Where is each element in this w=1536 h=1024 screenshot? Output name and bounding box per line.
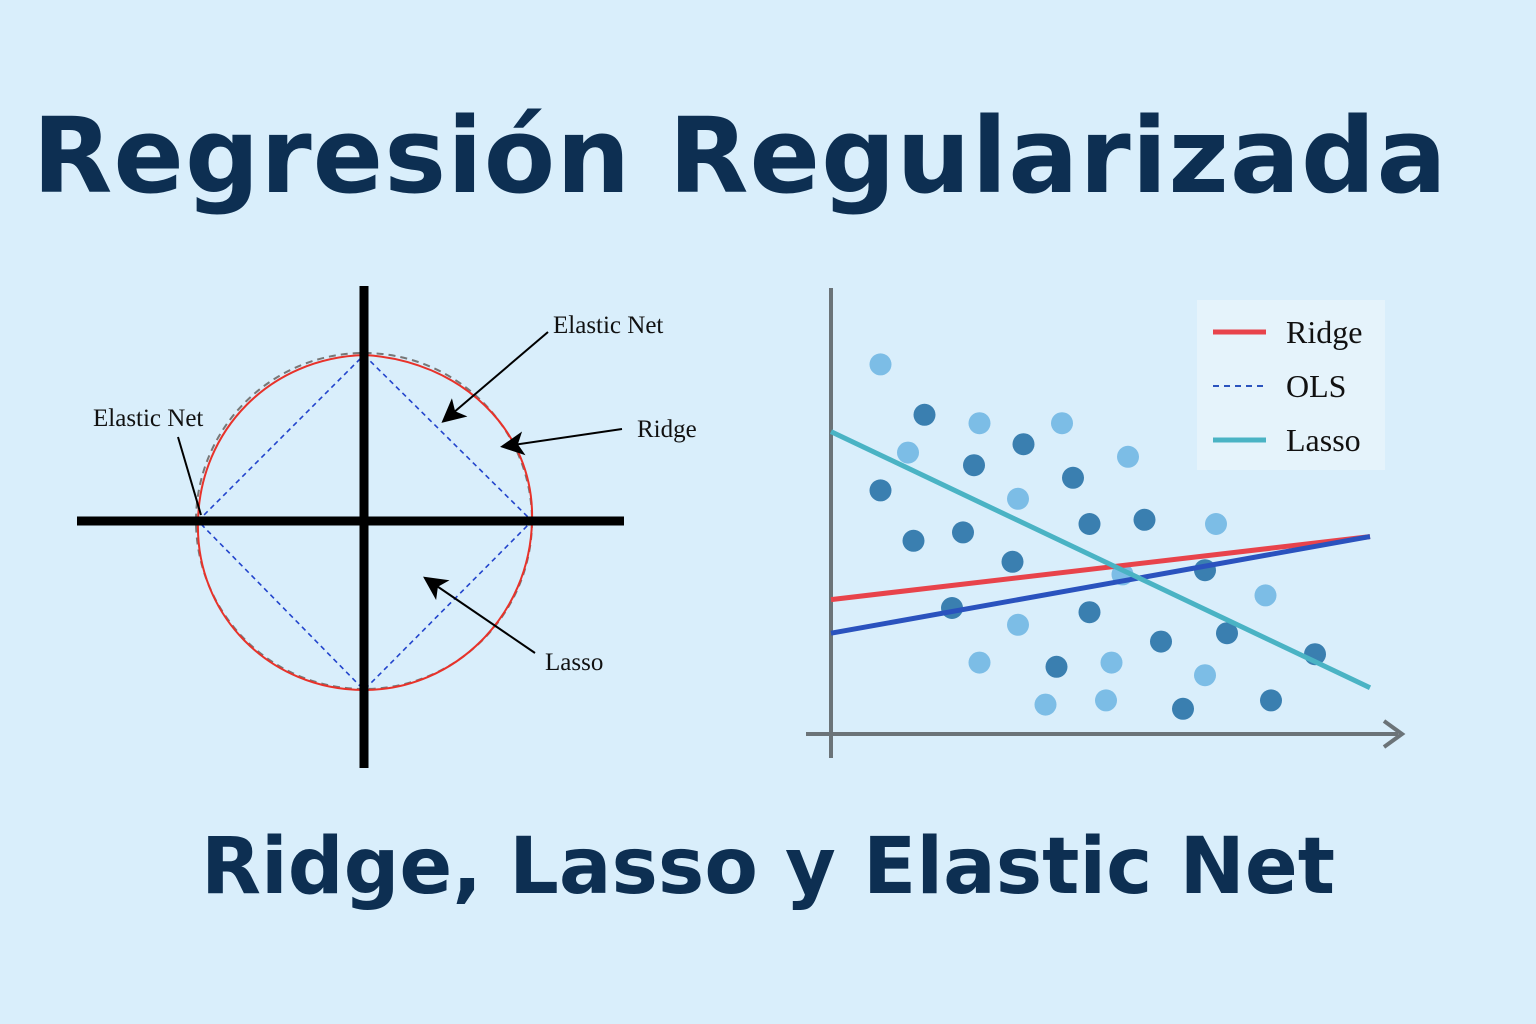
data-point [902,529,925,552]
data-point [913,403,936,426]
data-point [968,651,991,674]
data-point [1095,689,1117,712]
data-point [1001,550,1024,573]
data-point [897,441,919,464]
label-lasso: Lasso [545,649,603,676]
data-point [1260,689,1282,712]
data-point [1007,613,1029,636]
line-ols [830,534,1371,636]
label-elastic-net-top: Elastic Net [553,312,663,339]
lasso-diamond [196,353,534,692]
data-point [1078,513,1101,535]
page-subtitle: Ridge, Lasso y Elastic Net [200,822,1336,912]
data-point [1254,584,1277,607]
label-elastic-net-left: Elastic Net [93,405,203,432]
data-point [1100,651,1123,674]
ridge-arrow [500,428,623,456]
elastic-net-arrow [441,331,549,423]
line-lasso [829,429,1372,691]
legend-label-ols: OLS [1286,368,1346,404]
data-point [952,521,974,544]
lasso-arrow [423,576,536,654]
data-point [1216,622,1238,645]
label-ridge: Ridge [637,416,697,443]
data-point [963,454,985,477]
legend-label-ridge: Ridge [1286,314,1362,350]
data-point [1007,487,1029,510]
data-point [1051,412,1073,435]
data-point [1117,445,1139,468]
data-point [1172,697,1194,720]
data-point [1133,508,1156,531]
data-point [968,412,991,435]
data-point [1062,466,1084,489]
data-point [1078,601,1101,624]
data-point [1012,433,1035,456]
data-point [1034,693,1057,716]
data-point [1205,513,1227,535]
chart-x-axis-arrow [1382,719,1406,749]
data-point [869,353,892,376]
data-point [1194,664,1216,687]
legend-label-lasso: Lasso [1286,422,1361,458]
line-ridge [830,534,1371,603]
data-point [869,479,892,502]
data-point [1045,655,1068,678]
elastic-net-left-pointer [177,436,202,516]
data-point [1150,630,1172,653]
page-title: Regresión Regularizada [32,95,1448,217]
